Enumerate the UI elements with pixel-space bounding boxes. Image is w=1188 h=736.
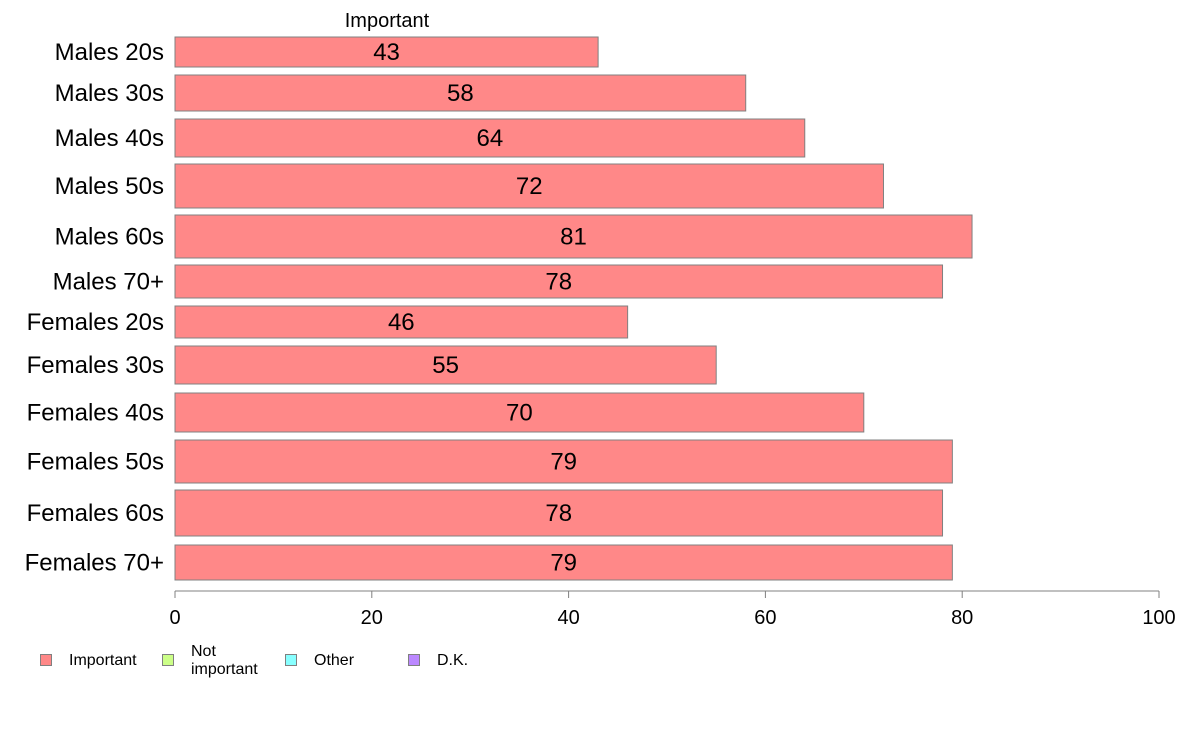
x-tick-label-4: 80: [951, 607, 973, 629]
data-label-0: 43: [373, 39, 400, 66]
category-label-2: Males 40s: [55, 125, 164, 152]
bar-11: [174, 544, 953, 581]
data-label-9: 79: [550, 449, 577, 476]
data-label-6: 46: [388, 309, 415, 336]
x-tick-label-0: 0: [169, 607, 180, 629]
series-header: Important: [345, 10, 430, 32]
legend-label-1: Not important: [191, 643, 258, 678]
legend-item-2: Other: [285, 643, 354, 670]
legend-item-3: D.K.: [408, 643, 468, 670]
category-label-9: Females 50s: [27, 449, 164, 476]
bar-8: [174, 392, 865, 433]
legend-swatch-2: [285, 654, 297, 666]
data-label-4: 81: [560, 224, 587, 251]
category-label-7: Females 30s: [27, 352, 164, 379]
x-tick-label-3: 60: [754, 607, 776, 629]
x-tick-label-5: 100: [1142, 607, 1175, 629]
category-label-0: Males 20s: [55, 39, 164, 66]
legend-label-3: D.K.: [437, 652, 469, 669]
category-label-10: Females 60s: [27, 500, 164, 527]
category-label-6: Females 20s: [27, 309, 164, 336]
legend-swatch-3: [408, 654, 420, 666]
data-label-7: 55: [432, 352, 459, 379]
category-label-5: Males 70+: [53, 269, 164, 296]
legend-swatch-0: [40, 654, 52, 666]
x-axis: 0 20 40 60 80 100: [169, 590, 1176, 629]
bar-3: [174, 163, 884, 209]
legend-swatch-1: [162, 654, 174, 666]
data-label-3: 72: [516, 173, 543, 200]
legend-item-0: Important: [40, 643, 137, 670]
x-tick-label-2: 40: [557, 607, 579, 629]
bar-5: [174, 264, 944, 299]
bar-10: [174, 489, 944, 537]
data-label-5: 78: [545, 269, 572, 296]
bar-2: [174, 118, 806, 158]
data-label-1: 58: [447, 80, 474, 107]
data-label-8: 70: [506, 400, 533, 427]
data-label-11: 79: [550, 550, 577, 577]
bar-1: [174, 74, 747, 112]
legend-item-1: Not important: [162, 643, 258, 679]
category-label-8: Females 40s: [27, 400, 164, 427]
data-label-2: 64: [477, 125, 504, 152]
bar-7: [174, 345, 717, 385]
bar-0: [174, 36, 599, 68]
bar-4: [174, 214, 973, 259]
category-label-1: Males 30s: [55, 80, 164, 107]
legend-label-0: Important: [69, 652, 137, 669]
category-labels-group: Males 20s Males 30s Males 40s Males 50s Male…: [25, 39, 164, 577]
x-tick-label-1: 20: [361, 607, 383, 629]
category-label-11: Females 70+: [25, 550, 164, 577]
category-label-4: Males 60s: [55, 224, 164, 251]
data-label-10: 78: [545, 500, 572, 527]
bar-9: [174, 439, 953, 484]
legend-label-2: Other: [314, 652, 355, 669]
category-label-3: Males 50s: [55, 173, 164, 200]
bar-6: [174, 305, 629, 339]
